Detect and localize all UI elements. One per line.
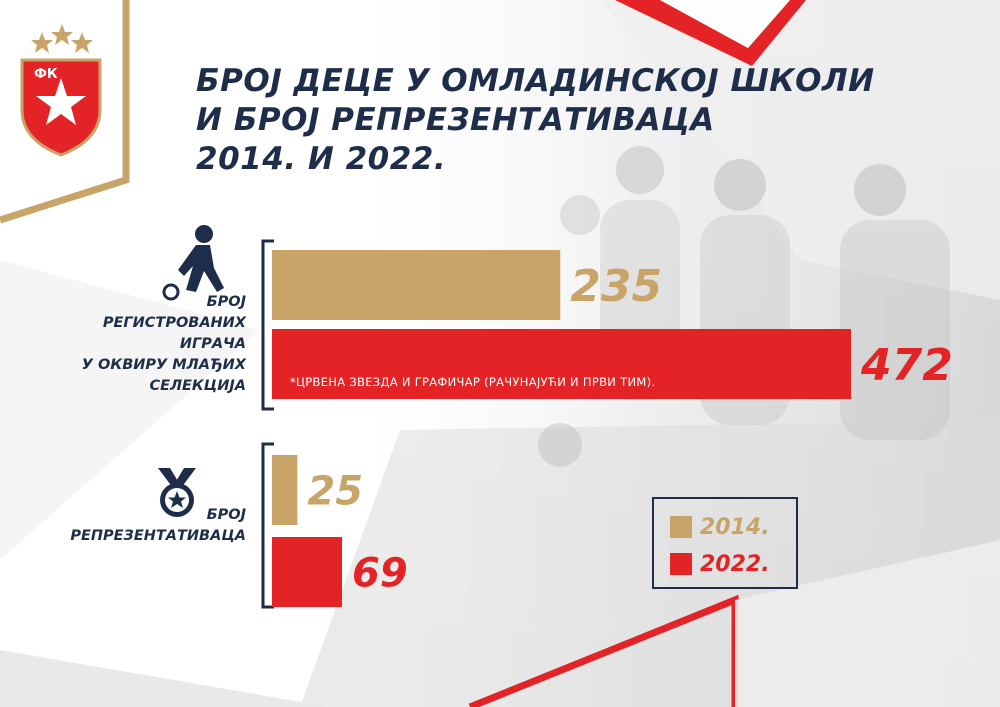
bar-group-2-series-2	[272, 537, 342, 607]
chart-footnote: *ЦРВЕНА ЗВЕЗДА И ГРАФИЧАР (РАЧУНАЈУЋИ И …	[290, 375, 656, 389]
top-white-triangle	[660, 0, 790, 48]
legend-item-2014: 2014.	[670, 514, 770, 540]
group-2-label-line-2: РЕПРЕЗЕНТАТИВАЦА	[70, 528, 246, 544]
group-1-label-line-2: РЕГИСТРОВАНИХ	[102, 315, 246, 331]
logo-text: ФК	[34, 67, 58, 82]
legend-label-2014: 2014.	[700, 514, 770, 540]
legend-swatch-2022	[670, 553, 692, 575]
group-1-label-line-1: БРОЈ	[206, 294, 246, 310]
title-line-3: 2014. И 2022.	[196, 141, 447, 177]
group-1-label-line-5: СЕЛЕКЦИЈА	[149, 378, 246, 394]
left-light-shape	[0, 260, 260, 560]
bottom-left-shape	[0, 650, 330, 707]
group-1-label-line-3: ИГРАЧА	[179, 336, 246, 352]
group-label-national-players: БРОЈ РЕПРЕЗЕНТАТИВАЦА	[70, 505, 246, 547]
bracket-group-2	[261, 442, 274, 609]
football-player-icon	[162, 225, 224, 301]
title-line-1: БРОЈ ДЕЦЕ У ОМЛАДИНСКОЈ ШКОЛИ	[196, 63, 875, 99]
legend-label-2022: 2022.	[700, 551, 770, 577]
group-label-registered-players: БРОЈ РЕГИСТРОВАНИХ ИГРАЧА У ОКВИРУ МЛАЂИ…	[82, 292, 246, 397]
background-photo	[300, 0, 1000, 707]
red-star-logo-icon: ФК	[20, 24, 102, 157]
bracket-group-1	[261, 239, 274, 411]
chart-title: БРОЈ ДЕЦЕ У ОМЛАДИНСКОЈ ШКОЛИ И БРОЈ РЕП…	[196, 62, 976, 179]
legend: 2014. 2022.	[652, 497, 798, 589]
title-line-2: И БРОЈ РЕПРЕЗЕНТАТИВАЦА	[196, 102, 715, 138]
legend-item-2022: 2022.	[670, 551, 770, 577]
bar-group-1-series-2	[272, 329, 851, 399]
bottom-right-shape	[735, 540, 1000, 707]
value-label-group-2-series-1: 25	[307, 468, 363, 514]
bar-group-2-series-1	[272, 455, 298, 525]
group-1-label-line-4: У ОКВИРУ МЛАЂИХ	[81, 357, 246, 373]
bar-group-1-series-1	[272, 250, 561, 320]
medal-icon	[158, 468, 196, 517]
top-red-chevron	[615, 0, 806, 66]
value-label-group-1-series-1: 235	[570, 261, 662, 312]
group-2-label-line-1: БРОЈ	[206, 507, 246, 523]
legend-swatch-2014	[670, 516, 692, 538]
value-label-group-2-series-2: 69	[352, 550, 408, 596]
value-label-group-1-series-2: 472	[860, 340, 953, 391]
gold-frame-line	[0, 0, 130, 224]
